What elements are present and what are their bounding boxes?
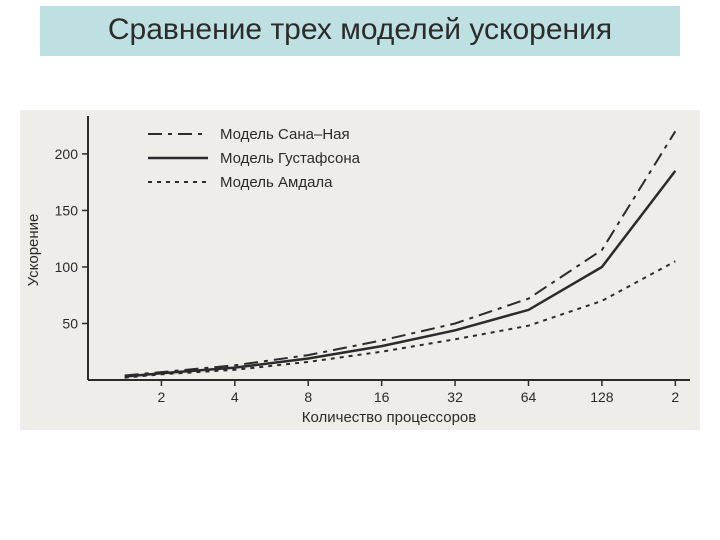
y-axis-label: Ускорение	[25, 214, 42, 287]
x-tick-label: 128	[590, 389, 614, 405]
x-tick-label: 2	[158, 389, 166, 405]
x-tick-label: 4	[231, 389, 239, 405]
speedup-chart: 50 100 150 200 2 4 8 16 32 64 128 2 Количество про…	[20, 110, 700, 430]
x-tick-label: 8	[304, 389, 312, 405]
y-tick-label: 50	[62, 315, 78, 331]
x-tick-label: 16	[374, 389, 390, 405]
x-tick-label: 2	[671, 389, 679, 405]
x-tick-label: 64	[521, 389, 537, 405]
legend-item-label: Модель Амдала	[220, 174, 333, 191]
slide-title: Сравнение трех моделей ускорения	[40, 6, 680, 56]
legend-item-label: Модель Густафсона	[220, 150, 361, 167]
x-tick-label: 32	[447, 389, 463, 405]
y-tick-label: 150	[55, 202, 79, 218]
slide: Сравнение трех моделей ускорения 50 100 15…	[0, 0, 720, 540]
y-tick-label: 100	[55, 259, 79, 275]
chart-svg: 50 100 150 200 2 4 8 16 32 64 128 2 Количество про…	[20, 110, 700, 430]
y-tick-label: 200	[55, 146, 79, 162]
legend-item-label: Модель Сана–Ная	[220, 126, 350, 143]
x-axis-label: Количество процессоров	[302, 409, 476, 426]
